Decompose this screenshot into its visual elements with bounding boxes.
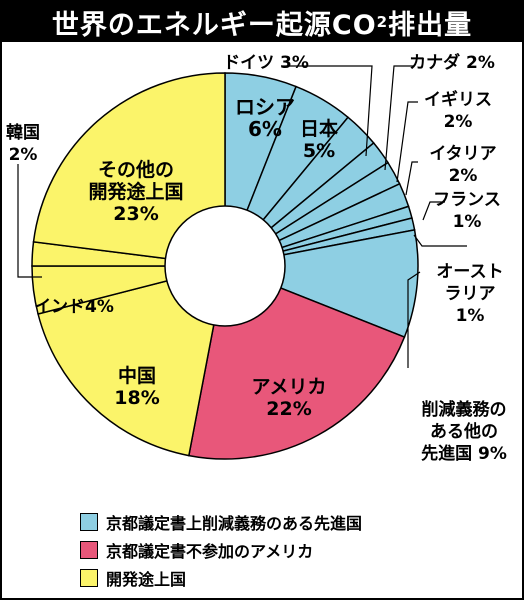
slice-label-line: 18%	[114, 387, 159, 409]
chart-title: 世界のエネルギー起源CO 2 排出量	[2, 2, 522, 42]
slice-label-line: 開発途上国	[88, 180, 183, 203]
slice-label-line: 中国	[118, 364, 156, 387]
legend-swatch-developed	[80, 513, 98, 531]
slice-label-line: 2%	[9, 145, 38, 165]
legend-label-usa: 京都議定書不参加のアメリカ	[106, 542, 314, 561]
leader-france	[422, 201, 445, 221]
slice-label-line: 1%	[456, 306, 485, 326]
slice-label-germany: ドイツ 3%	[223, 53, 309, 73]
slice-label-line: 日本	[300, 117, 338, 140]
legend-swatch-usa	[80, 541, 98, 559]
pie-chart: ロシア 6% 日本 5%ドイツ 3% カナダ 2%イギリス 2%イタリア 2%フランス 1%オ…	[6, 52, 507, 464]
slice-label-other-dev: 削減義務のある他の先進国 9%	[421, 399, 507, 464]
slice-label-china: 中国 18%	[114, 364, 159, 409]
slice-label-line: その他の	[98, 158, 174, 181]
slice-label-line: ドイツ 3%	[223, 53, 309, 73]
slice-label-line: インド4%	[34, 297, 114, 317]
slice-label-line: 22%	[266, 398, 311, 420]
slice-label-russia: ロシア 6%	[235, 95, 295, 141]
slice-label-line: 5%	[303, 140, 335, 162]
slice-label-australia: オーストラリア 1%	[436, 262, 503, 326]
slice-label-india: インド4%	[34, 297, 114, 317]
slice-label-line: 削減義務の	[422, 399, 507, 420]
slice-label-uk: イギリス 2%	[424, 90, 492, 132]
slice-label-line: 2%	[444, 112, 473, 132]
slice-labels: ロシア 6% 日本 5%ドイツ 3% カナダ 2%イギリス 2%イタリア 2%フランス 1%オ…	[6, 52, 507, 464]
legend-label-developed: 京都議定書上削減義務のある先進国	[106, 514, 363, 533]
legend-item-usa: 京都議定書不参加のアメリカ	[80, 536, 500, 564]
slice-label-line: ある他の	[430, 421, 498, 442]
legend-swatch-developing	[80, 569, 98, 587]
leader-germany	[282, 65, 373, 157]
title-tail: 排出量	[388, 9, 473, 41]
pie-slice-8	[222, 228, 419, 339]
slice-label-japan: 日本 5%	[300, 117, 338, 162]
slice-label-line: 先進国 9%	[421, 443, 507, 464]
leader-italy	[405, 161, 418, 196]
slice-label-line: ロシア	[235, 95, 295, 119]
slice-label-line: 1%	[453, 212, 482, 232]
donut-hole	[164, 205, 286, 327]
slice-label-korea: 韓国 2%	[6, 122, 40, 165]
leader-other-developed	[407, 271, 421, 368]
title-main: 世界のエネルギー起源CO	[51, 9, 377, 41]
leader-uk	[396, 101, 418, 183]
slice-label-line: フランス	[433, 190, 501, 210]
legend-item-developing: 開発途上国	[80, 564, 500, 592]
slice-label-line: 韓国	[6, 122, 40, 143]
slice-label-canada: カナダ 2%	[409, 52, 495, 73]
slice-label-italy: イタリア 2%	[429, 144, 496, 186]
slice-label-usa: アメリカ 22%	[251, 376, 326, 420]
legend: 京都議定書上削減義務のある先進国 京都議定書不参加のアメリカ 開発途上国	[80, 508, 500, 592]
slice-label-line: オースト	[436, 262, 503, 282]
leader-korea	[17, 164, 42, 278]
title-subscript: 2	[376, 13, 389, 31]
slice-label-line: 6%	[248, 117, 282, 141]
leader-australia	[413, 234, 467, 247]
legend-item-developed: 京都議定書上削減義務のある先進国	[80, 508, 500, 536]
slice-label-others: その他の開発途上国 23%	[88, 158, 183, 225]
slice-label-line: 23%	[113, 203, 158, 225]
slice-label-line: ラリア	[445, 284, 496, 304]
slice-label-line: イギリス	[424, 90, 492, 110]
slice-label-line: イタリア	[429, 144, 496, 164]
pie-slice-13	[32, 72, 226, 267]
legend-label-developing: 開発途上国	[106, 570, 187, 589]
leader-lines	[17, 65, 467, 368]
leader-canada	[384, 65, 414, 171]
slice-label-line: アメリカ	[251, 376, 326, 398]
slice-label-line: カナダ 2%	[409, 52, 495, 73]
pie-slice-10	[37, 264, 226, 457]
slice-label-france: フランス 1%	[433, 190, 501, 232]
slice-label-line: 2%	[449, 166, 478, 186]
